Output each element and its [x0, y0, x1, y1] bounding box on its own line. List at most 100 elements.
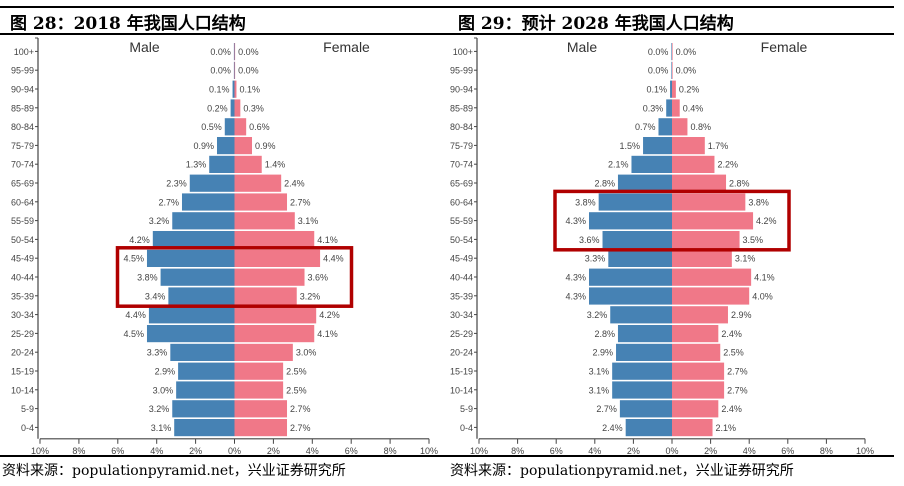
bar-female [672, 268, 752, 286]
value-label-male: 4.5% [123, 329, 144, 339]
value-label-male: 2.4% [602, 423, 623, 433]
x-tick-label: 0% [665, 446, 678, 456]
value-label-male: 1.3% [186, 160, 207, 170]
source-note: 资料来源：populationpyramid.net，兴业证券研究所 [450, 463, 794, 479]
bar-female [234, 137, 253, 155]
value-label-male: 3.8% [575, 197, 596, 207]
value-label-female: 3.8% [748, 197, 769, 207]
value-label-male: 0.0% [648, 66, 669, 76]
x-tick-label: 8% [511, 446, 524, 456]
bar-male [610, 306, 672, 324]
bar-male [216, 137, 235, 155]
y-tick-label: 30-34 [450, 310, 473, 320]
bar-female [234, 419, 288, 437]
bar-male [233, 61, 235, 79]
bar-female [234, 325, 315, 343]
value-label-female: 2.5% [286, 367, 307, 377]
bar-male [189, 174, 235, 192]
bar-male [608, 249, 672, 267]
x-tick-label: 6% [345, 446, 358, 456]
x-tick-label: 2% [267, 446, 280, 456]
y-tick-label: 45-49 [450, 254, 473, 264]
x-tick-label: 4% [588, 446, 601, 456]
value-label-female: 2.9% [731, 310, 752, 320]
value-label-female: 0.3% [243, 103, 264, 113]
bar-female [672, 61, 673, 79]
y-tick-label: 15-19 [11, 367, 34, 377]
bar-female [234, 343, 293, 361]
value-label-male: 0.1% [209, 85, 230, 95]
value-label-male: 1.5% [620, 141, 641, 151]
bar-female [234, 174, 282, 192]
x-tick-label: 8% [384, 446, 397, 456]
bar-male [146, 249, 235, 267]
value-label-male: 4.3% [565, 216, 586, 226]
bar-male [631, 155, 672, 173]
bar-female [234, 306, 317, 324]
value-label-male: 0.3% [643, 103, 664, 113]
bar-female [672, 193, 746, 211]
bar-female [234, 80, 237, 98]
value-label-female: 2.4% [721, 404, 742, 414]
x-tick-label: 8% [72, 446, 85, 456]
x-tick-label: 6% [111, 446, 124, 456]
bar-male [230, 99, 235, 117]
value-label-female: 0.9% [255, 141, 276, 151]
value-label-female: 0.1% [239, 85, 260, 95]
bar-male [168, 287, 235, 305]
x-tick-label: 6% [550, 446, 563, 456]
value-label-male: 2.1% [608, 160, 629, 170]
value-label-female: 0.0% [676, 47, 697, 57]
y-tick-label: 90-94 [450, 85, 473, 95]
bar-female [234, 118, 247, 136]
value-label-female: 2.7% [727, 367, 748, 377]
bar-male [617, 325, 672, 343]
bar-female [234, 231, 315, 249]
bar-male [181, 193, 235, 211]
bar-male [658, 118, 672, 136]
bar-female [234, 381, 284, 399]
y-tick-label: 95-99 [11, 66, 34, 76]
value-label-male: 4.2% [129, 235, 150, 245]
value-label-female: 0.2% [679, 85, 700, 95]
bar-male [612, 362, 672, 380]
value-label-male: 0.5% [201, 122, 222, 132]
y-tick-label: 75-79 [11, 141, 34, 151]
y-tick-label: 40-44 [11, 273, 34, 283]
x-tick-label: 2% [627, 446, 640, 456]
y-tick-label: 90-94 [11, 85, 34, 95]
y-tick-label: 25-29 [11, 329, 34, 339]
bar-male [666, 99, 672, 117]
value-label-female: 2.7% [290, 423, 311, 433]
y-tick-label: 75-79 [450, 141, 473, 151]
bar-female [672, 325, 719, 343]
value-label-male: 0.7% [635, 122, 656, 132]
value-label-male: 2.7% [158, 197, 179, 207]
y-tick-label: 5-9 [21, 404, 34, 414]
bar-female [672, 174, 727, 192]
bar-female [234, 400, 288, 418]
x-tick-label: 6% [781, 446, 794, 456]
value-label-male: 0.9% [193, 141, 214, 151]
value-label-male: 3.1% [589, 367, 610, 377]
x-tick-label: 4% [150, 446, 163, 456]
value-label-female: 0.6% [249, 122, 270, 132]
bar-female [234, 99, 241, 117]
value-label-male: 2.7% [596, 404, 617, 414]
bar-male [625, 419, 672, 437]
x-tick-label: 8% [820, 446, 833, 456]
bar-male [619, 400, 672, 418]
y-tick-label: 100+ [14, 47, 34, 57]
bottom-rule [0, 455, 448, 457]
figure-panel-2028: 图 29：预计 2028 年我国人口结构 Male Female 0.0% 0.0% 1… [448, 0, 904, 486]
title-rule [0, 33, 448, 35]
value-label-male: 3.8% [137, 273, 158, 283]
figure-panel-2018: 图 28：2018 年我国人口结构 Male Female 0.0% 0.0% 100+… [0, 0, 448, 486]
top-rule [448, 6, 894, 8]
value-label-male: 4.3% [565, 291, 586, 301]
bar-female [234, 287, 297, 305]
y-tick-label: 25-29 [450, 329, 473, 339]
y-tick-label: 10-14 [11, 385, 34, 395]
y-tick-label: 15-19 [450, 367, 473, 377]
value-label-female: 3.0% [296, 348, 317, 358]
